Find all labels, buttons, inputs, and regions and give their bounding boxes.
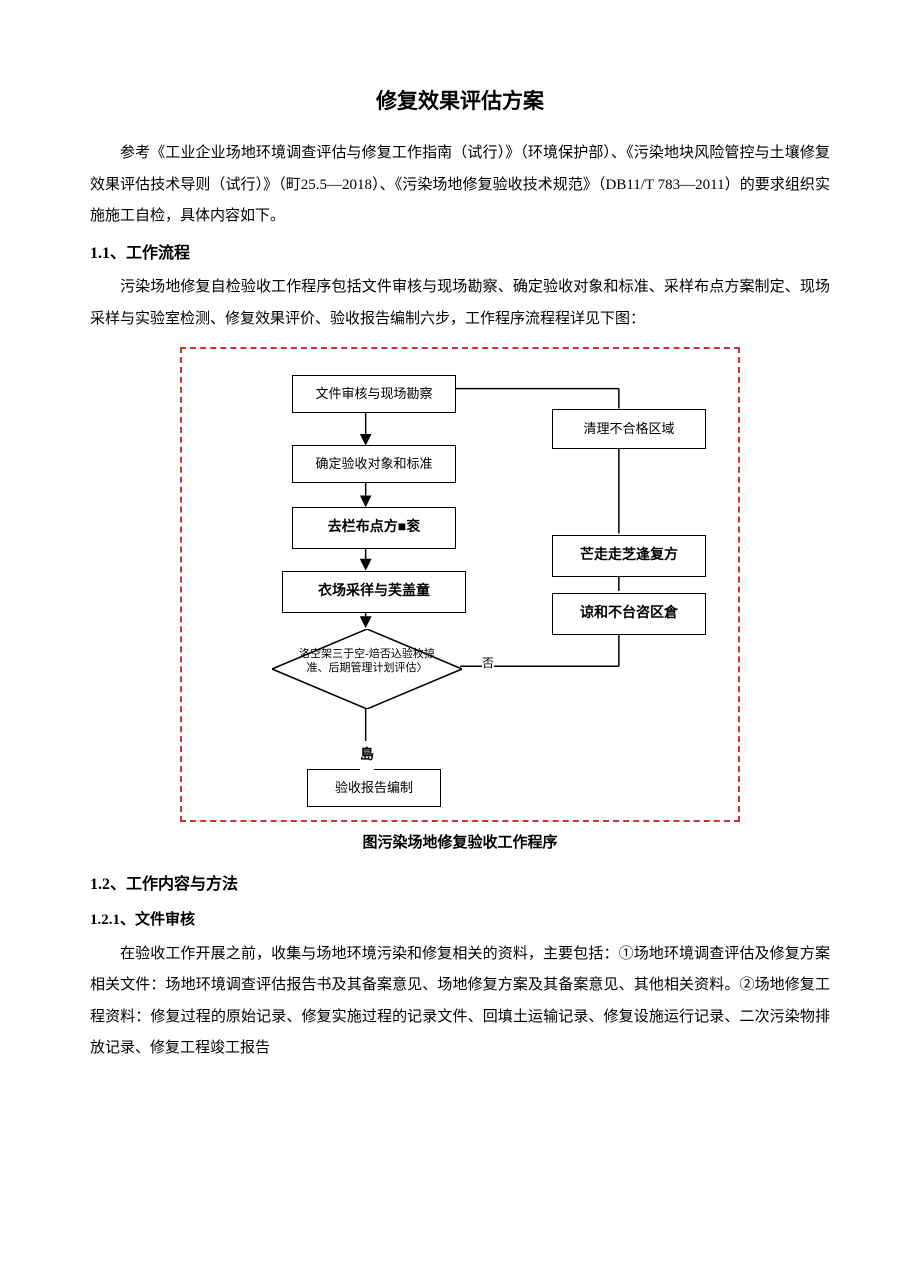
flow-decision: 洛空架三于空-焙否込验枚掠 准、后期管理计划评估〉 <box>272 629 462 709</box>
section-2-heading: 1.2、工作内容与方法 <box>90 868 830 902</box>
section-1-heading: 1.1、工作流程 <box>90 237 830 271</box>
figure-caption: 图污染场地修复验收工作程序 <box>90 828 830 860</box>
page-title: 修复效果评估方案 <box>90 80 830 124</box>
flow-node-r1: 清理不合格区域 <box>552 409 706 449</box>
flow-node-n5: 验收报告编制 <box>307 769 441 807</box>
flow-node-n1: 文件审核与现场勘察 <box>292 375 456 413</box>
label-no: 否 <box>482 651 494 676</box>
label-yes: 島 <box>360 741 374 770</box>
section-2-1-text: 在验收工作开展之前，收集与场地环境污染和修复相关的资料，主要包括：①场地环境调查… <box>90 939 830 1065</box>
flow-node-n3: 去栏布点方■衮 <box>292 507 456 549</box>
flowchart-figure: 文件审核与现场勘察 确定验收对象和标准 去栏布点方■衮 衣场采徉与芙盖童 洛空架… <box>90 347 830 822</box>
decision-text: 洛空架三于空-焙否込验枚掠 准、后期管理计划评估〉 <box>292 647 442 676</box>
flow-node-r3: 谅和不台咨区倉 <box>552 593 706 635</box>
flowchart-container: 文件审核与现场勘察 确定验收对象和标准 去栏布点方■衮 衣场采徉与芙盖童 洛空架… <box>180 347 740 822</box>
section-1-text: 污染场地修复自检验收工作程序包括文件审核与现场勘察、确定验收对象和标准、采样布点… <box>90 272 830 335</box>
flow-node-n2: 确定验收对象和标准 <box>292 445 456 483</box>
flow-node-r2: 芒走走芝逢复方 <box>552 535 706 577</box>
section-2-1-heading: 1.2.1、文件审核 <box>90 905 830 937</box>
intro-paragraph: 参考《工业企业场地环境调查评估与修复工作指南（试行）》（环境保护部）、《污染地块… <box>90 138 830 233</box>
flow-node-n4: 衣场采徉与芙盖童 <box>282 571 466 613</box>
